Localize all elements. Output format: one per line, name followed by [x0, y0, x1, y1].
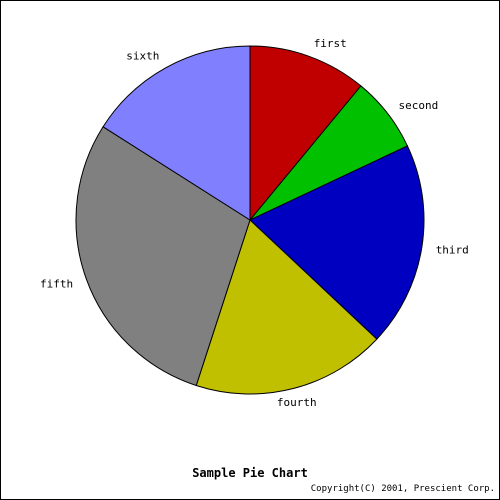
pie-slices [75, 45, 425, 395]
pie-label-first: first [314, 37, 347, 50]
pie-label-fifth: fifth [40, 278, 73, 291]
copyright-notice: Copyright(C) 2001, Prescient Corp. [310, 484, 495, 494]
pie-slice-first [249, 45, 362, 222]
pie-labels: first second third fourth fifth sixth [40, 37, 469, 409]
pie-label-second: second [399, 99, 439, 112]
pie-label-fourth: fourth [277, 396, 317, 409]
pie-label-third: third [436, 243, 469, 256]
pie-slice-sixth [102, 45, 251, 221]
pie-slice-fifth [75, 126, 251, 387]
pie-slice-third [249, 145, 425, 340]
pie-label-sixth: sixth [126, 49, 159, 62]
chart-title: Sample Pie Chart [192, 466, 308, 480]
pie-slice-fourth [195, 219, 378, 395]
